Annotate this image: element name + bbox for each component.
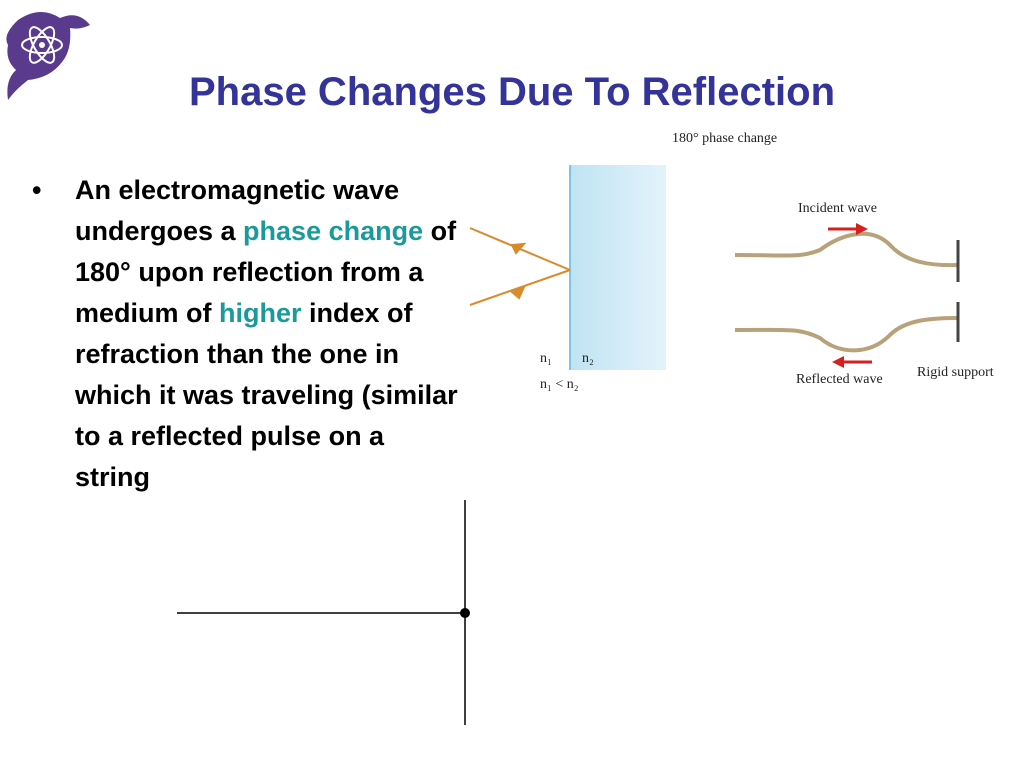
incident-label: Incident wave (798, 201, 877, 216)
text-segment: An electromagnetic wave undergoes a (75, 175, 400, 246)
bullet-marker: • (32, 175, 42, 205)
n1-label: n₁ (540, 351, 552, 366)
slide-title: Phase Changes Due To Reflection (188, 70, 836, 114)
figure-caption: 180° phase change (672, 131, 777, 146)
support-label: Rigid support (917, 365, 994, 380)
dot (460, 608, 470, 618)
incident-string (734, 231, 959, 268)
logo (6, 11, 91, 100)
text-segment: of 180° upon reflection from a medium of (75, 216, 457, 328)
text-segment: index of refraction than the one in whic… (75, 298, 458, 492)
bullet-text: An electromagnetic wave undergoes a phas… (75, 170, 462, 498)
highlighted-text: phase change (243, 216, 424, 246)
glass-slab (570, 165, 666, 370)
arrows (828, 223, 872, 368)
n2-label: n₂ (582, 351, 594, 366)
rays (469, 227, 571, 306)
reflected-string (734, 316, 959, 353)
bullet: • An electromagnetic wave undergoes a ph… (32, 170, 462, 498)
reflected-label: Reflected wave (796, 372, 883, 387)
relation-label: n₁ < n₂ (540, 377, 579, 392)
highlighted-text: higher (219, 298, 302, 328)
